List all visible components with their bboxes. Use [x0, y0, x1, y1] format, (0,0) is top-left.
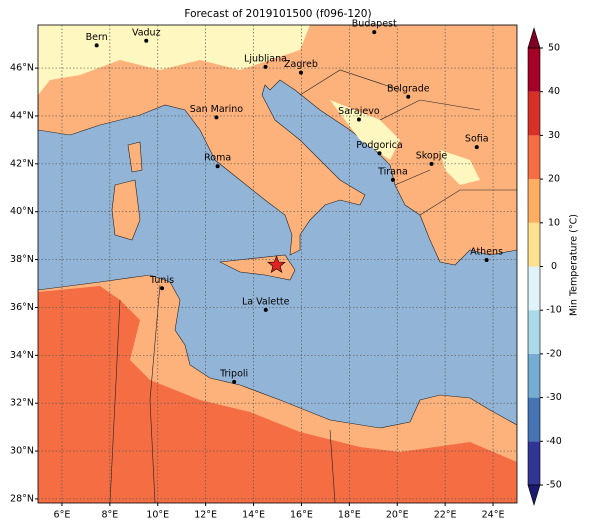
city-label: Tripoli: [219, 368, 248, 379]
colorbar-tick-label: -50: [546, 480, 562, 491]
x-tick-label: 6°E: [54, 510, 71, 521]
city-label: Bern: [86, 32, 108, 43]
x-tick-label: 18°E: [338, 510, 361, 521]
alps-cold: [38, 25, 480, 185]
colorbar-tick-label: -20: [546, 348, 562, 359]
map-frame: [37, 24, 518, 504]
colorbar-tick-label: 10: [548, 217, 560, 228]
y-tick-label: 34°N: [10, 350, 34, 361]
sardinia: [111, 179, 141, 241]
colorbar-bin: [528, 441, 540, 485]
city-label: Athens: [470, 247, 503, 258]
city-label: Budapest: [352, 19, 397, 30]
city-label: Sofia: [465, 134, 489, 145]
y-tick-label: 28°N: [10, 493, 34, 504]
colorbar-under: [527, 484, 541, 507]
city-dot: [298, 70, 303, 75]
city-dot: [372, 30, 377, 35]
city-label: Roma: [204, 153, 231, 164]
x-tick-label: 20°E: [386, 510, 409, 521]
colorbar-tick-label: -40: [546, 436, 562, 447]
colorbar-bin: [528, 266, 540, 311]
x-tick-label: 8°E: [101, 510, 118, 521]
colorbar-tick-label: 20: [548, 174, 560, 185]
city-dot: [214, 115, 219, 120]
colorbar-bin: [528, 353, 540, 398]
city-dot: [215, 164, 220, 169]
city-label: Zagreb: [284, 59, 318, 70]
colorbar-bin: [528, 310, 540, 354]
colorbar-bin: [528, 179, 540, 223]
city-dot: [390, 177, 395, 182]
x-tick-label: 10°E: [146, 510, 169, 521]
city-dot: [377, 151, 382, 156]
city-dot: [160, 286, 165, 291]
colorbar-bin: [528, 48, 540, 92]
city-dot: [474, 145, 479, 150]
star-marker: [267, 255, 286, 274]
city-dot: [356, 117, 361, 122]
y-tick-label: 42°N: [10, 158, 34, 169]
city-label: Podgorica: [356, 140, 403, 151]
colorbar-bin: [528, 135, 540, 180]
city-label: La Valette: [242, 296, 290, 307]
city-label: Vaduz: [132, 27, 161, 38]
city-dot: [144, 38, 149, 43]
y-tick-label: 44°N: [10, 110, 34, 121]
city-label: Tunis: [149, 275, 174, 286]
colorbar-bin: [528, 222, 540, 267]
y-tick-label: 46°N: [10, 63, 34, 74]
city-label: San Marino: [190, 104, 243, 115]
x-tick-label: 24°E: [482, 510, 505, 521]
city-label: Sarajevo: [338, 106, 380, 117]
colorbar-label: Min Temperature (°C): [569, 214, 580, 316]
y-tick-label: 40°N: [10, 206, 34, 217]
colorbar-tick-label: -30: [546, 392, 562, 403]
x-tick-label: 16°E: [290, 510, 313, 521]
city-dot: [232, 379, 237, 384]
city-label: Belgrade: [387, 83, 430, 94]
city-label: Tirana: [377, 166, 408, 177]
colorbar-bin: [528, 91, 540, 136]
x-tick-label: 22°E: [434, 510, 457, 521]
y-tick-label: 30°N: [10, 446, 34, 457]
x-tick-label: 12°E: [194, 510, 217, 521]
city-dot: [94, 43, 99, 48]
borders: [109, 69, 517, 503]
colorbar-tick-label: 30: [548, 130, 560, 141]
colorbar-tick-label: 0: [551, 261, 557, 272]
x-tick-label: 14°E: [242, 510, 265, 521]
city-dot: [263, 64, 268, 69]
colorbar-bin: [528, 397, 540, 442]
city-dot: [406, 94, 411, 99]
city-dot: [263, 307, 268, 312]
city-dot: [429, 161, 434, 166]
city-dot: [484, 258, 489, 263]
y-tick-label: 32°N: [10, 398, 34, 409]
title: Forecast of 2019101500 (f096-120): [184, 8, 371, 20]
colorbar-tick-label: -10: [546, 305, 562, 316]
colorbar-over: [527, 26, 541, 49]
y-tick-label: 36°N: [10, 302, 34, 313]
colorbar-tick-label: 40: [548, 86, 560, 97]
corsica: [127, 141, 143, 173]
city-label: Skopje: [416, 150, 448, 161]
y-tick-label: 38°N: [10, 254, 34, 265]
city-label: Ljubljana: [244, 53, 287, 64]
colorbar-tick-label: 50: [548, 43, 560, 54]
